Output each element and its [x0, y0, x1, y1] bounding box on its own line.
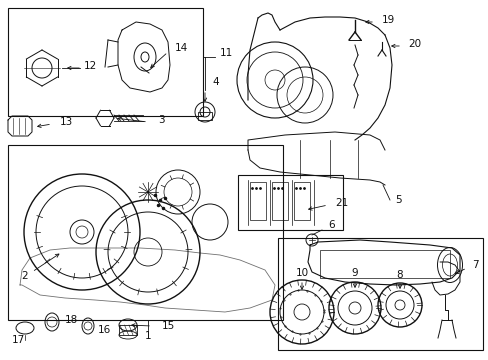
- Bar: [8, 8, 203, 116]
- Text: 18: 18: [65, 315, 78, 325]
- Bar: [278, 238, 482, 350]
- Text: 11: 11: [220, 48, 233, 58]
- Text: 8: 8: [396, 270, 403, 280]
- Text: 3: 3: [158, 115, 164, 125]
- Text: 2: 2: [21, 271, 28, 281]
- Text: 16: 16: [98, 325, 111, 335]
- Text: 6: 6: [327, 220, 334, 230]
- Text: 15: 15: [162, 321, 175, 331]
- Text: 7: 7: [471, 260, 478, 270]
- Bar: [319, 250, 449, 278]
- Text: 13: 13: [60, 117, 73, 127]
- Text: 14: 14: [175, 43, 188, 53]
- Text: 9: 9: [351, 268, 358, 278]
- Bar: [271, 182, 287, 220]
- Bar: [8, 145, 283, 320]
- Text: 5: 5: [394, 195, 401, 205]
- Text: 1: 1: [144, 331, 151, 341]
- Text: 19: 19: [381, 15, 394, 25]
- Text: 20: 20: [407, 39, 420, 49]
- Bar: [198, 112, 212, 120]
- Text: 10: 10: [295, 268, 308, 278]
- Text: 4: 4: [212, 77, 218, 87]
- Bar: [119, 325, 137, 335]
- Bar: [249, 182, 265, 220]
- Bar: [293, 182, 309, 220]
- Text: 17: 17: [11, 335, 24, 345]
- Text: 12: 12: [83, 61, 97, 71]
- Bar: [238, 175, 342, 230]
- Text: 21: 21: [334, 198, 347, 208]
